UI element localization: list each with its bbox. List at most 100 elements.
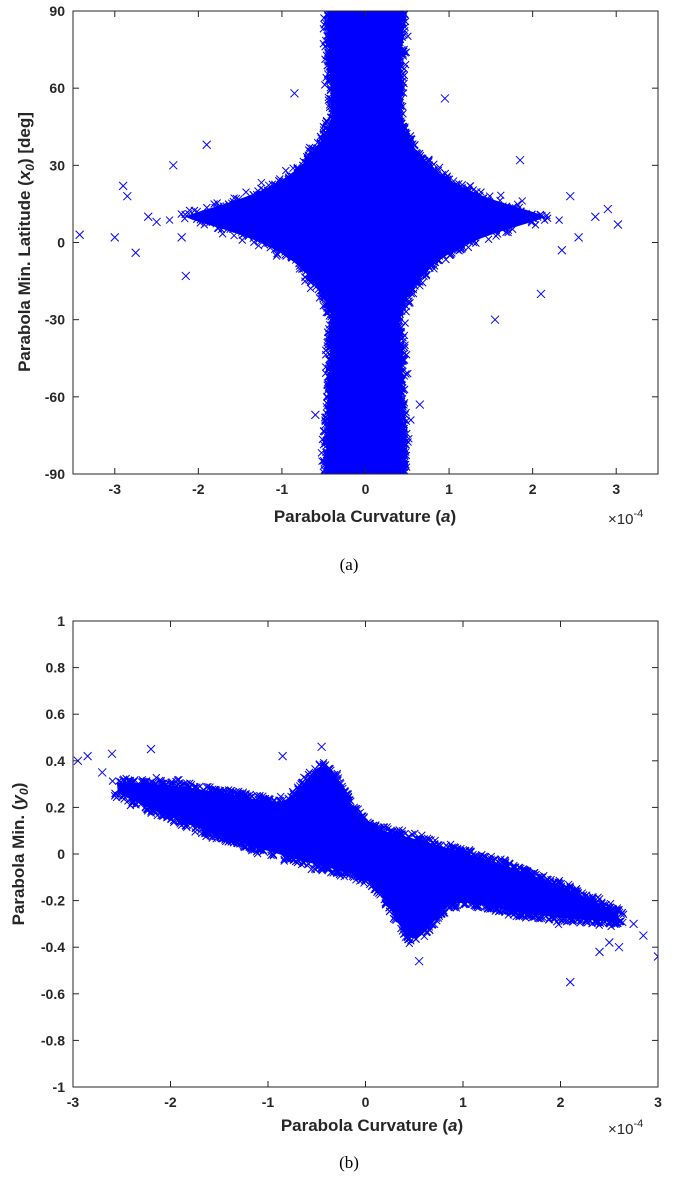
data-point xyxy=(293,165,302,174)
data-point xyxy=(487,852,496,861)
data-point xyxy=(219,834,228,842)
data-point xyxy=(447,250,455,258)
x-tick-label: -1 xyxy=(262,1094,275,1110)
data-point xyxy=(345,796,354,804)
data-point xyxy=(410,829,419,838)
data-point xyxy=(322,409,331,418)
data-point xyxy=(481,852,490,861)
data-point xyxy=(509,203,517,212)
data-point xyxy=(313,138,322,147)
data-point xyxy=(265,795,273,804)
data-point xyxy=(515,910,523,919)
data-point xyxy=(548,913,557,922)
data-point xyxy=(180,819,189,828)
data-point xyxy=(484,197,492,205)
data-point xyxy=(434,256,443,265)
data-point xyxy=(394,828,403,837)
data-point xyxy=(218,787,227,796)
data-point xyxy=(517,911,526,919)
data-point xyxy=(327,64,336,73)
data-point xyxy=(394,331,402,339)
data-point xyxy=(339,784,347,793)
data-point xyxy=(177,233,186,242)
y-tick-label: 60 xyxy=(49,80,65,96)
data-point xyxy=(582,918,591,926)
data-point xyxy=(569,915,578,924)
data-point xyxy=(602,900,610,909)
data-point xyxy=(319,760,328,769)
data-point xyxy=(408,140,417,148)
data-point xyxy=(284,794,293,803)
data-point xyxy=(396,52,404,61)
data-point xyxy=(415,400,425,409)
data-point xyxy=(232,194,241,203)
data-point xyxy=(565,885,573,894)
scatter-panel-a: -3 -2 -1 0 1 2 3 -90 -60 -30 0 30 60 90 Parabola Cur… xyxy=(15,3,659,574)
data-point xyxy=(276,792,285,801)
data-point xyxy=(147,778,155,787)
data-point xyxy=(281,166,290,175)
data-point xyxy=(305,768,314,777)
data-point xyxy=(234,195,243,204)
data-point xyxy=(329,113,338,122)
data-point xyxy=(439,906,448,915)
data-point xyxy=(301,159,310,167)
data-point xyxy=(373,886,382,895)
y-axis-label-a: Parabola Min. Latitude (x0) [deg] xyxy=(15,112,37,372)
data-point xyxy=(589,895,598,904)
data-point xyxy=(425,835,433,844)
x-tick-label: -2 xyxy=(164,1094,177,1110)
data-point xyxy=(141,803,150,812)
data-point xyxy=(110,792,119,800)
data-point xyxy=(317,449,326,457)
data-point xyxy=(525,912,534,921)
data-point xyxy=(396,17,405,25)
data-point xyxy=(332,867,341,875)
data-point xyxy=(398,384,407,392)
data-point xyxy=(517,207,525,215)
data-point xyxy=(177,210,186,218)
data-point xyxy=(537,912,545,920)
data-point xyxy=(381,900,390,909)
data-point xyxy=(319,762,328,771)
data-point xyxy=(537,914,546,923)
data-point xyxy=(510,863,518,872)
data-point xyxy=(554,878,563,887)
data-point xyxy=(83,751,92,761)
data-point xyxy=(245,793,254,802)
data-point xyxy=(270,245,279,254)
data-point xyxy=(257,236,266,245)
data-point xyxy=(394,321,403,329)
data-point xyxy=(324,49,332,57)
data-point xyxy=(319,758,328,767)
data-point xyxy=(399,127,407,136)
data-point xyxy=(406,298,414,307)
data-point xyxy=(226,225,235,233)
data-point xyxy=(130,777,138,786)
data-point xyxy=(492,226,501,235)
data-point xyxy=(328,83,337,91)
data-point xyxy=(405,833,413,842)
data-point xyxy=(604,938,614,947)
data-point xyxy=(284,854,293,862)
data-point xyxy=(395,344,404,353)
data-point xyxy=(449,177,458,185)
data-point xyxy=(401,48,410,57)
data-point xyxy=(412,935,420,944)
data-point xyxy=(398,355,407,363)
data-point xyxy=(312,146,321,155)
data-point xyxy=(552,913,561,922)
data-point xyxy=(407,286,415,295)
data-point xyxy=(333,771,342,780)
data-point xyxy=(342,790,351,798)
data-point xyxy=(561,883,570,892)
data-point xyxy=(399,300,407,308)
data-point xyxy=(526,212,535,221)
scatter-cloud-b xyxy=(108,758,628,948)
data-point xyxy=(433,256,442,265)
data-point xyxy=(206,786,215,795)
data-point xyxy=(451,183,460,192)
data-point xyxy=(513,200,522,209)
data-point xyxy=(268,849,277,858)
scatter-cloud-a xyxy=(165,11,563,474)
